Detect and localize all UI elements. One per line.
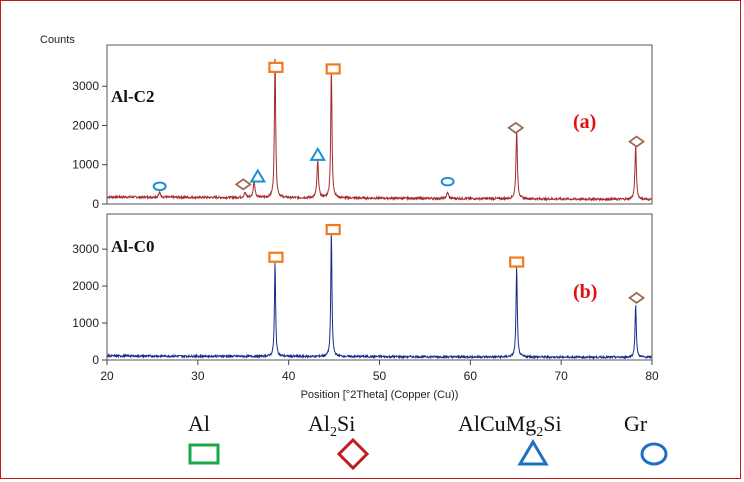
legend-label: AlCuMg2Si bbox=[458, 411, 562, 440]
square-phase-marker bbox=[268, 61, 284, 73]
sample-label: Al-C0 bbox=[111, 237, 154, 256]
y-tick-label: 3000 bbox=[72, 242, 99, 256]
y-tick-label: 2000 bbox=[72, 279, 99, 293]
x-axis-title: Position [°2Theta] (Copper (Cu)) bbox=[301, 389, 459, 401]
panel-b: 0 1000 2000 3000 Al-C0 (b) bbox=[72, 213, 653, 367]
y-tick-label: 1000 bbox=[72, 316, 99, 330]
x-tick-label: 70 bbox=[554, 369, 568, 383]
x-tick-label: 60 bbox=[464, 369, 478, 383]
diamond-phase-marker bbox=[628, 291, 646, 305]
x-tick-label: 50 bbox=[373, 369, 387, 383]
y-tick-label: 0 bbox=[92, 197, 99, 211]
triangle-phase-marker bbox=[249, 168, 267, 183]
square-phase-marker bbox=[325, 63, 341, 75]
plot-area-border bbox=[106, 213, 653, 361]
x-tick-label: 30 bbox=[191, 369, 205, 383]
y-tick-label: 2000 bbox=[72, 118, 99, 132]
square-phase-marker bbox=[325, 223, 341, 236]
panel-label: (b) bbox=[573, 281, 597, 303]
y-tick-label: 3000 bbox=[72, 79, 99, 93]
legend-triangle-icon bbox=[517, 439, 549, 466]
y-axis-title: Counts bbox=[40, 34, 75, 46]
sample-label: Al-C2 bbox=[111, 87, 154, 106]
x-axis: 20 30 40 50 60 70 80 Position [°2Theta] (Copper… bbox=[100, 360, 659, 401]
legend-diamond-icon bbox=[336, 437, 370, 471]
diamond-phase-marker bbox=[628, 135, 646, 148]
legend-circle-icon bbox=[640, 442, 668, 466]
x-tick-label: 80 bbox=[645, 369, 659, 383]
square-phase-marker bbox=[509, 256, 525, 268]
x-tick-label: 40 bbox=[282, 369, 296, 383]
y-tick-label: 0 bbox=[92, 353, 99, 367]
x-tick-label: 20 bbox=[100, 369, 114, 383]
diamond-phase-marker bbox=[507, 121, 525, 134]
panel-a: 0 1000 2000 3000 Counts Al-C2 (a) bbox=[40, 34, 653, 211]
xrd-series-line bbox=[107, 58, 652, 202]
y-tick-label: 1000 bbox=[72, 158, 99, 172]
triangle-phase-marker bbox=[309, 146, 326, 161]
legend-label: Al bbox=[188, 411, 210, 436]
diamond-phase-marker bbox=[234, 178, 252, 191]
legend-label: Gr bbox=[624, 411, 648, 436]
square-phase-marker bbox=[268, 251, 284, 263]
circle-phase-marker bbox=[152, 181, 167, 192]
panel-label: (a) bbox=[573, 111, 596, 133]
legend-label: Al2Si bbox=[308, 411, 355, 440]
xrd-series-line bbox=[107, 232, 652, 360]
legend: Al Al2Si AlCuMg2Si Gr bbox=[188, 411, 668, 471]
circle-phase-marker bbox=[440, 176, 455, 187]
legend-square-icon bbox=[188, 443, 220, 465]
plot-area-border bbox=[106, 44, 653, 205]
